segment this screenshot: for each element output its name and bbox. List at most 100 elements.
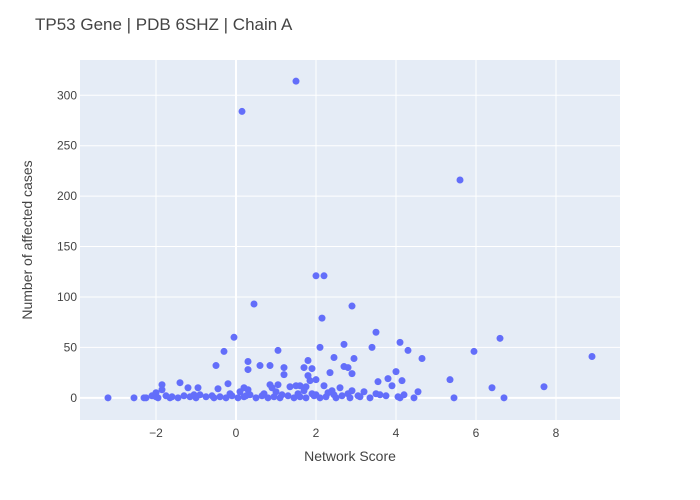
data-point[interactable] — [244, 358, 252, 366]
data-point[interactable] — [260, 390, 268, 398]
data-point[interactable] — [294, 390, 302, 398]
data-point[interactable] — [368, 343, 376, 351]
data-point[interactable] — [312, 376, 320, 384]
y-tick-label: 150 — [57, 240, 77, 254]
data-point[interactable] — [346, 394, 354, 402]
data-point[interactable] — [158, 381, 166, 389]
data-point[interactable] — [174, 394, 182, 402]
data-point[interactable] — [234, 394, 242, 402]
data-point[interactable] — [340, 340, 348, 348]
data-point[interactable] — [274, 381, 282, 389]
data-point[interactable] — [280, 364, 288, 372]
data-point[interactable] — [196, 391, 204, 399]
data-point[interactable] — [216, 393, 224, 401]
data-point[interactable] — [284, 392, 292, 400]
data-point[interactable] — [320, 272, 328, 280]
data-point[interactable] — [154, 394, 162, 402]
data-point[interactable] — [226, 390, 234, 398]
data-point[interactable] — [300, 387, 308, 395]
data-point[interactable] — [330, 391, 338, 399]
data-point[interactable] — [142, 394, 150, 402]
data-point[interactable] — [256, 362, 264, 370]
y-tick-labels: 0 50 100 150 200 250 300 — [57, 88, 77, 405]
data-point[interactable] — [366, 394, 374, 402]
data-point[interactable] — [280, 371, 288, 379]
data-point[interactable] — [446, 376, 454, 384]
data-point[interactable] — [176, 379, 184, 387]
data-point[interactable] — [190, 391, 198, 399]
data-point[interactable] — [278, 391, 286, 399]
data-point[interactable] — [384, 375, 392, 383]
data-point[interactable] — [392, 368, 400, 376]
data-point[interactable] — [236, 388, 244, 396]
data-point[interactable] — [304, 357, 312, 365]
data-point[interactable] — [326, 369, 334, 377]
data-point[interactable] — [470, 347, 478, 355]
data-point[interactable] — [286, 383, 294, 391]
data-point[interactable] — [308, 365, 316, 373]
data-point[interactable] — [382, 392, 390, 400]
data-point[interactable] — [166, 394, 174, 402]
data-point[interactable] — [316, 343, 324, 351]
data-point[interactable] — [488, 384, 496, 392]
data-point[interactable] — [212, 362, 220, 370]
data-point[interactable] — [348, 302, 356, 310]
data-point[interactable] — [296, 382, 304, 390]
data-point[interactable] — [330, 353, 338, 361]
data-point[interactable] — [292, 77, 300, 85]
data-point[interactable] — [496, 334, 504, 342]
data-point[interactable] — [320, 382, 328, 390]
data-point[interactable] — [274, 346, 282, 354]
data-point[interactable] — [224, 380, 232, 388]
data-point[interactable] — [354, 392, 362, 400]
data-point[interactable] — [374, 378, 382, 386]
data-point[interactable] — [184, 384, 192, 392]
data-point[interactable] — [180, 392, 188, 400]
data-point[interactable] — [500, 394, 508, 402]
data-point[interactable] — [302, 394, 310, 402]
data-point[interactable] — [194, 384, 202, 392]
data-point[interactable] — [450, 394, 458, 402]
data-point[interactable] — [148, 392, 156, 400]
data-point[interactable] — [214, 385, 222, 393]
data-point[interactable] — [410, 394, 418, 402]
data-point[interactable] — [312, 272, 320, 280]
data-point[interactable] — [588, 352, 596, 360]
data-point[interactable] — [398, 377, 406, 385]
data-point[interactable] — [396, 338, 404, 346]
data-point[interactable] — [318, 314, 326, 322]
data-point[interactable] — [306, 377, 314, 385]
data-point[interactable] — [266, 362, 274, 370]
data-point[interactable] — [456, 176, 464, 184]
data-point[interactable] — [250, 300, 258, 308]
data-point[interactable] — [344, 364, 352, 372]
data-point[interactable] — [270, 393, 278, 401]
data-point[interactable] — [312, 391, 320, 399]
data-point[interactable] — [404, 346, 412, 354]
data-point[interactable] — [202, 393, 210, 401]
data-point[interactable] — [300, 364, 308, 372]
data-point[interactable] — [158, 386, 166, 394]
data-point[interactable] — [418, 354, 426, 362]
data-point[interactable] — [230, 333, 238, 341]
data-point[interactable] — [244, 366, 252, 374]
data-point[interactable] — [322, 393, 330, 401]
data-point[interactable] — [360, 388, 368, 396]
data-point[interactable] — [104, 394, 112, 402]
data-point[interactable] — [414, 388, 422, 396]
data-point[interactable] — [252, 394, 260, 402]
data-point[interactable] — [220, 347, 228, 355]
data-point[interactable] — [336, 384, 344, 392]
data-point[interactable] — [130, 394, 138, 402]
data-point[interactable] — [540, 383, 548, 391]
data-point[interactable] — [372, 328, 380, 336]
data-point[interactable] — [242, 392, 250, 400]
data-point[interactable] — [396, 394, 404, 402]
data-point[interactable] — [238, 107, 246, 115]
data-point[interactable] — [388, 382, 396, 390]
data-point[interactable] — [372, 390, 380, 398]
data-point[interactable] — [348, 370, 356, 378]
data-point[interactable] — [338, 392, 346, 400]
data-point[interactable] — [208, 392, 216, 400]
data-point[interactable] — [350, 354, 358, 362]
